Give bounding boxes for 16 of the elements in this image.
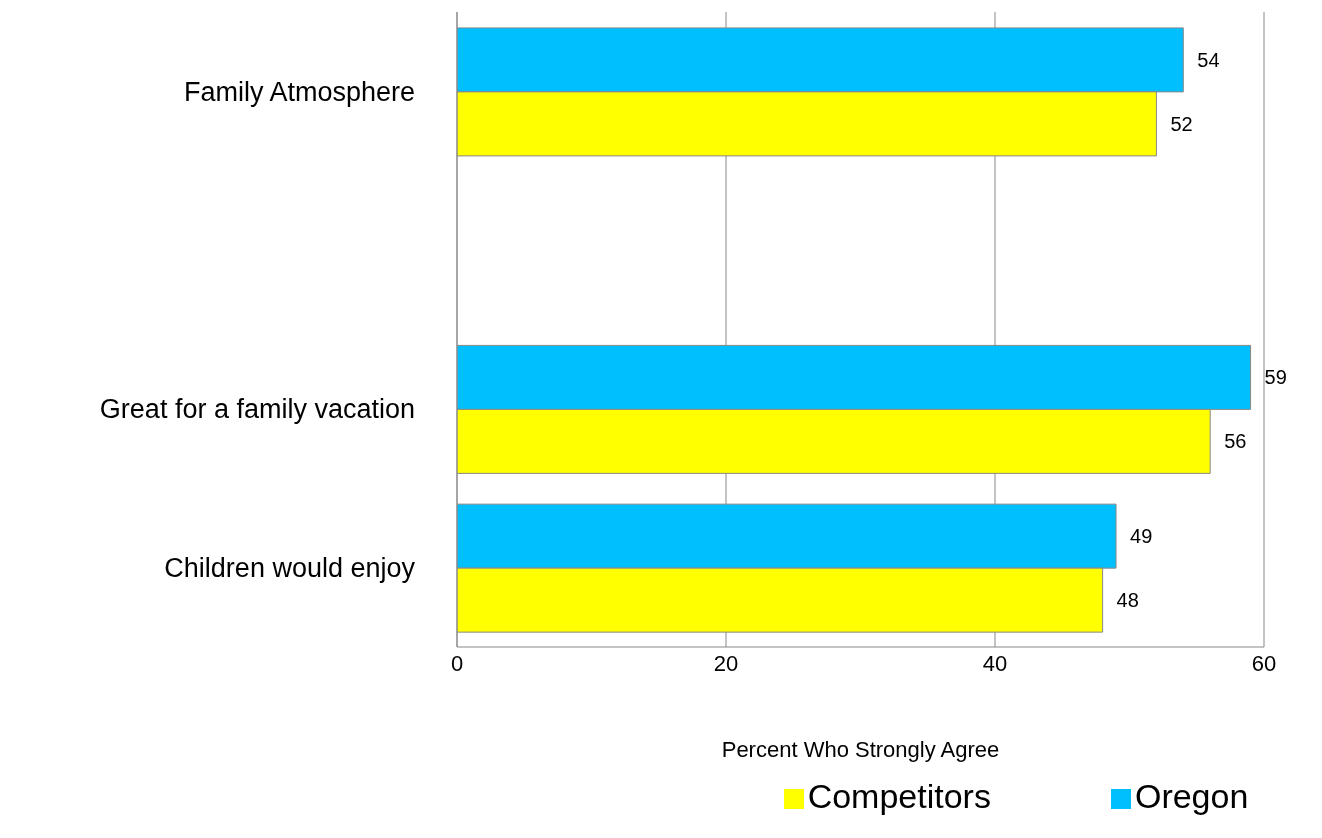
- data-label: 56: [1224, 430, 1247, 453]
- x-tick-label: 20: [713, 650, 739, 676]
- x-tick-label: 40: [982, 650, 1008, 676]
- y-tick-label: Children would enjoy: [164, 553, 416, 584]
- x-axis-title: Percent Who Strongly Agree: [721, 737, 1000, 762]
- y-tick-label: Family Atmosphere: [183, 76, 415, 107]
- legend-label: Competitors: [807, 777, 991, 815]
- x-tick-label: 0: [450, 650, 464, 676]
- data-label: 48: [1116, 589, 1139, 612]
- data-label: 52: [1170, 112, 1193, 135]
- data-label: 59: [1264, 366, 1287, 389]
- data-label: 49: [1130, 525, 1153, 548]
- legend-label: Oregon: [1134, 777, 1249, 815]
- x-tick-label: 60: [1251, 650, 1277, 676]
- y-tick-label: Great for a family vacation: [99, 394, 415, 425]
- data-label: 54: [1197, 48, 1220, 71]
